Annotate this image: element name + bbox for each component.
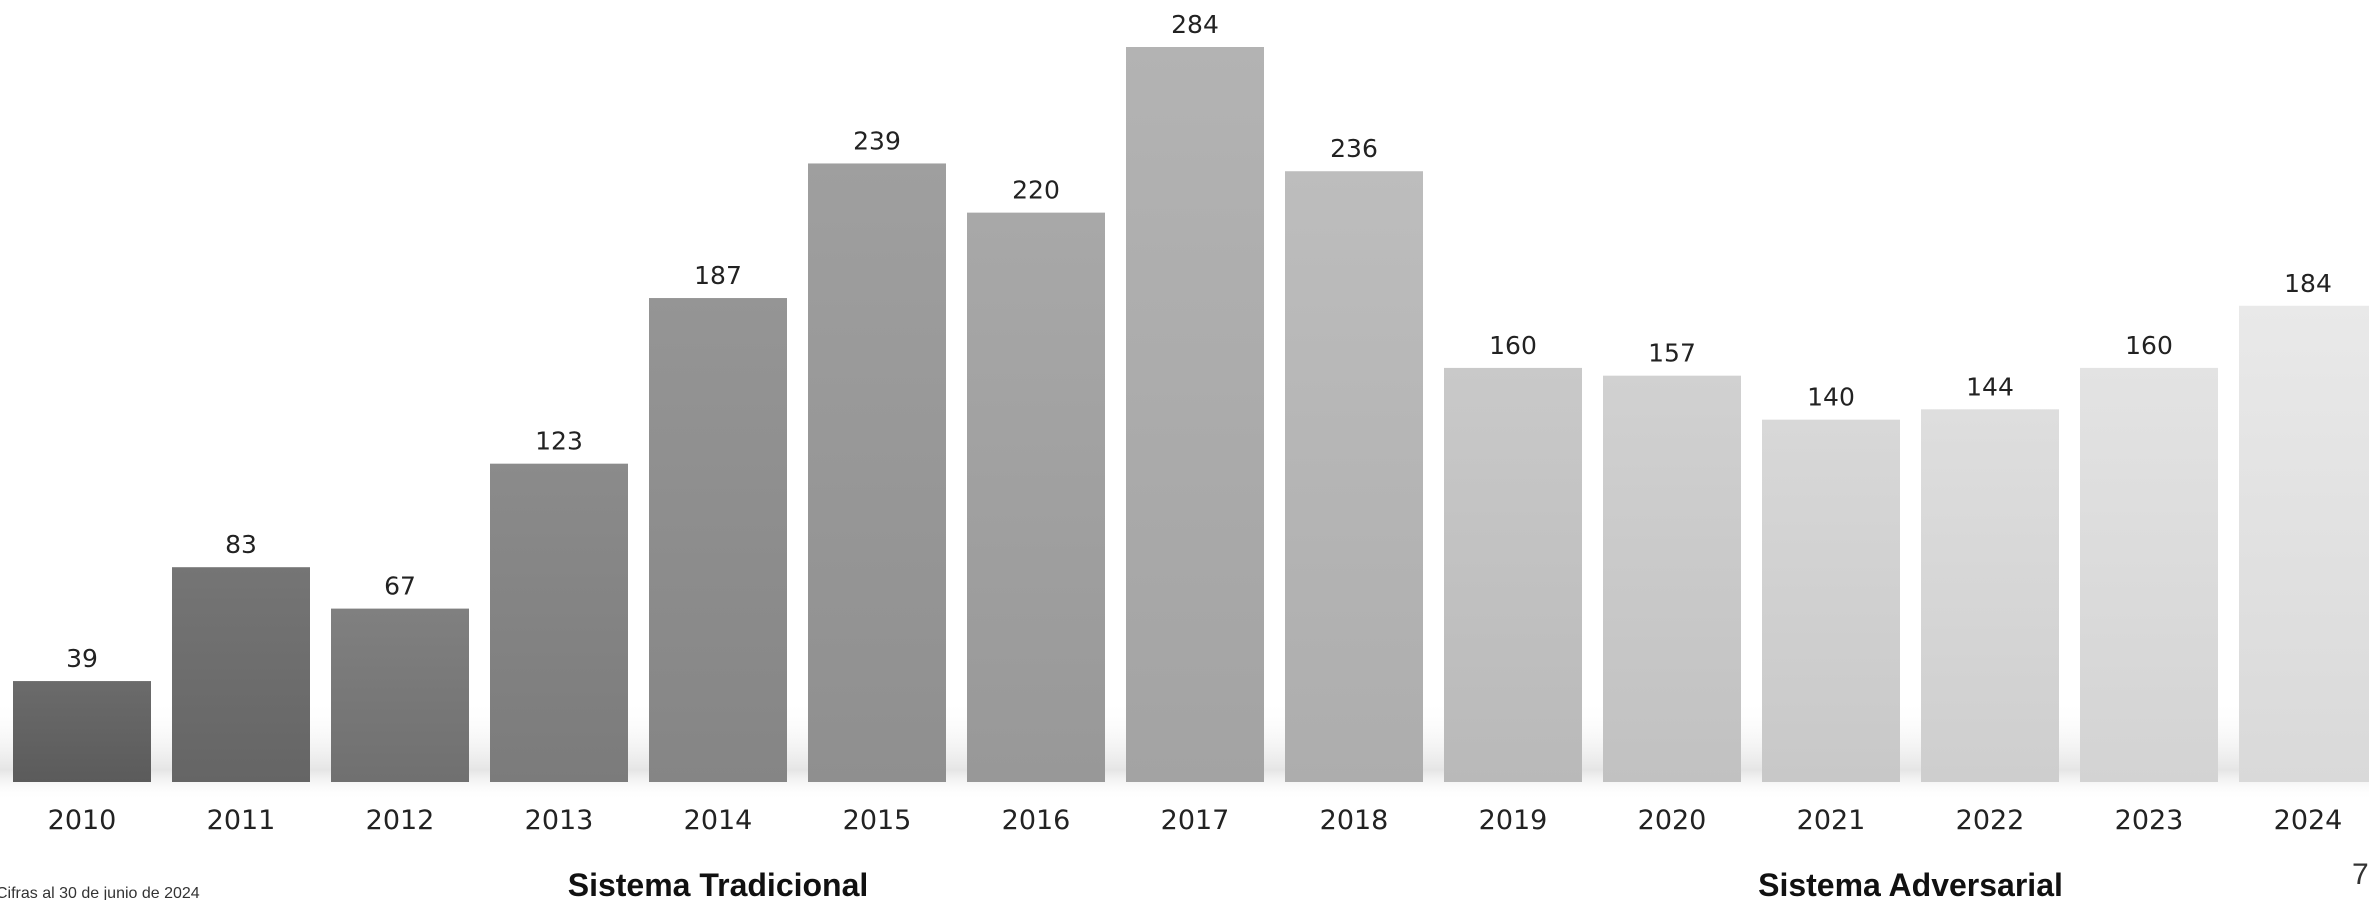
x-tick-2015: 2015 [843, 805, 912, 836]
bar-2011 [172, 567, 310, 782]
bar-2016 [967, 212, 1105, 783]
footnote: Cifras al 30 de junio de 2024 [0, 885, 200, 900]
value-label-2017: 284 [1171, 10, 1219, 39]
bar-2014 [649, 298, 787, 782]
x-axis-ticks: 2010 2011 2012 2013 2014 2015 2016 2017 2018 2019… [48, 805, 2343, 836]
x-tick-2018: 2018 [1320, 805, 1389, 836]
bar-2010 [13, 681, 151, 782]
bar-2018 [1285, 171, 1423, 783]
x-tick-2013: 2013 [525, 805, 594, 836]
x-tick-2014: 2014 [684, 805, 753, 836]
value-label-2022: 144 [1966, 372, 2014, 401]
bar-2013 [490, 463, 628, 782]
value-label-2019: 160 [1489, 331, 1537, 360]
value-labels-group: 39 83 67 123 187 239 220 284 236 160 157 140 144 160 1… [66, 10, 2332, 673]
x-tick-2010: 2010 [48, 805, 117, 836]
group-label-0: Sistema Tradicional [568, 867, 869, 900]
bar-2015 [808, 163, 946, 782]
x-tick-2024: 2024 [2274, 805, 2343, 836]
value-label-2012: 67 [384, 572, 416, 601]
bar-2012 [331, 608, 469, 782]
value-label-2013: 123 [535, 427, 583, 456]
x-tick-2021: 2021 [1797, 805, 1866, 836]
x-tick-2020: 2020 [1638, 805, 1707, 836]
x-tick-2011: 2011 [207, 805, 276, 836]
value-label-2021: 140 [1807, 383, 1855, 412]
value-label-2011: 83 [225, 530, 257, 559]
x-tick-2022: 2022 [1956, 805, 2025, 836]
x-tick-2016: 2016 [1002, 805, 1071, 836]
group-labels: Sistema Tradicional Sistema Adversarial [568, 867, 2063, 900]
x-tick-2019: 2019 [1479, 805, 1548, 836]
value-label-2018: 236 [1330, 134, 1378, 163]
value-label-2016: 220 [1012, 176, 1060, 205]
bar-2019 [1444, 367, 1582, 782]
bar-2022 [1921, 409, 2059, 782]
value-label-2023: 160 [2125, 331, 2173, 360]
bar-2023 [2080, 367, 2218, 782]
bar-2017 [1126, 47, 1264, 782]
value-label-2020: 157 [1648, 339, 1696, 368]
x-tick-2012: 2012 [366, 805, 435, 836]
bar-2024 [2239, 305, 2369, 782]
page-number: 7 [2352, 858, 2369, 891]
value-label-2010: 39 [66, 644, 98, 673]
bar-2020 [1603, 375, 1741, 782]
x-tick-2023: 2023 [2115, 805, 2184, 836]
bar-2021 [1762, 419, 1900, 782]
value-label-2015: 239 [853, 126, 901, 155]
group-label-1: Sistema Adversarial [1758, 867, 2063, 900]
value-label-2024: 184 [2284, 269, 2332, 298]
x-tick-2017: 2017 [1161, 805, 1230, 836]
value-label-2014: 187 [694, 261, 742, 290]
bars-group [13, 47, 2369, 783]
